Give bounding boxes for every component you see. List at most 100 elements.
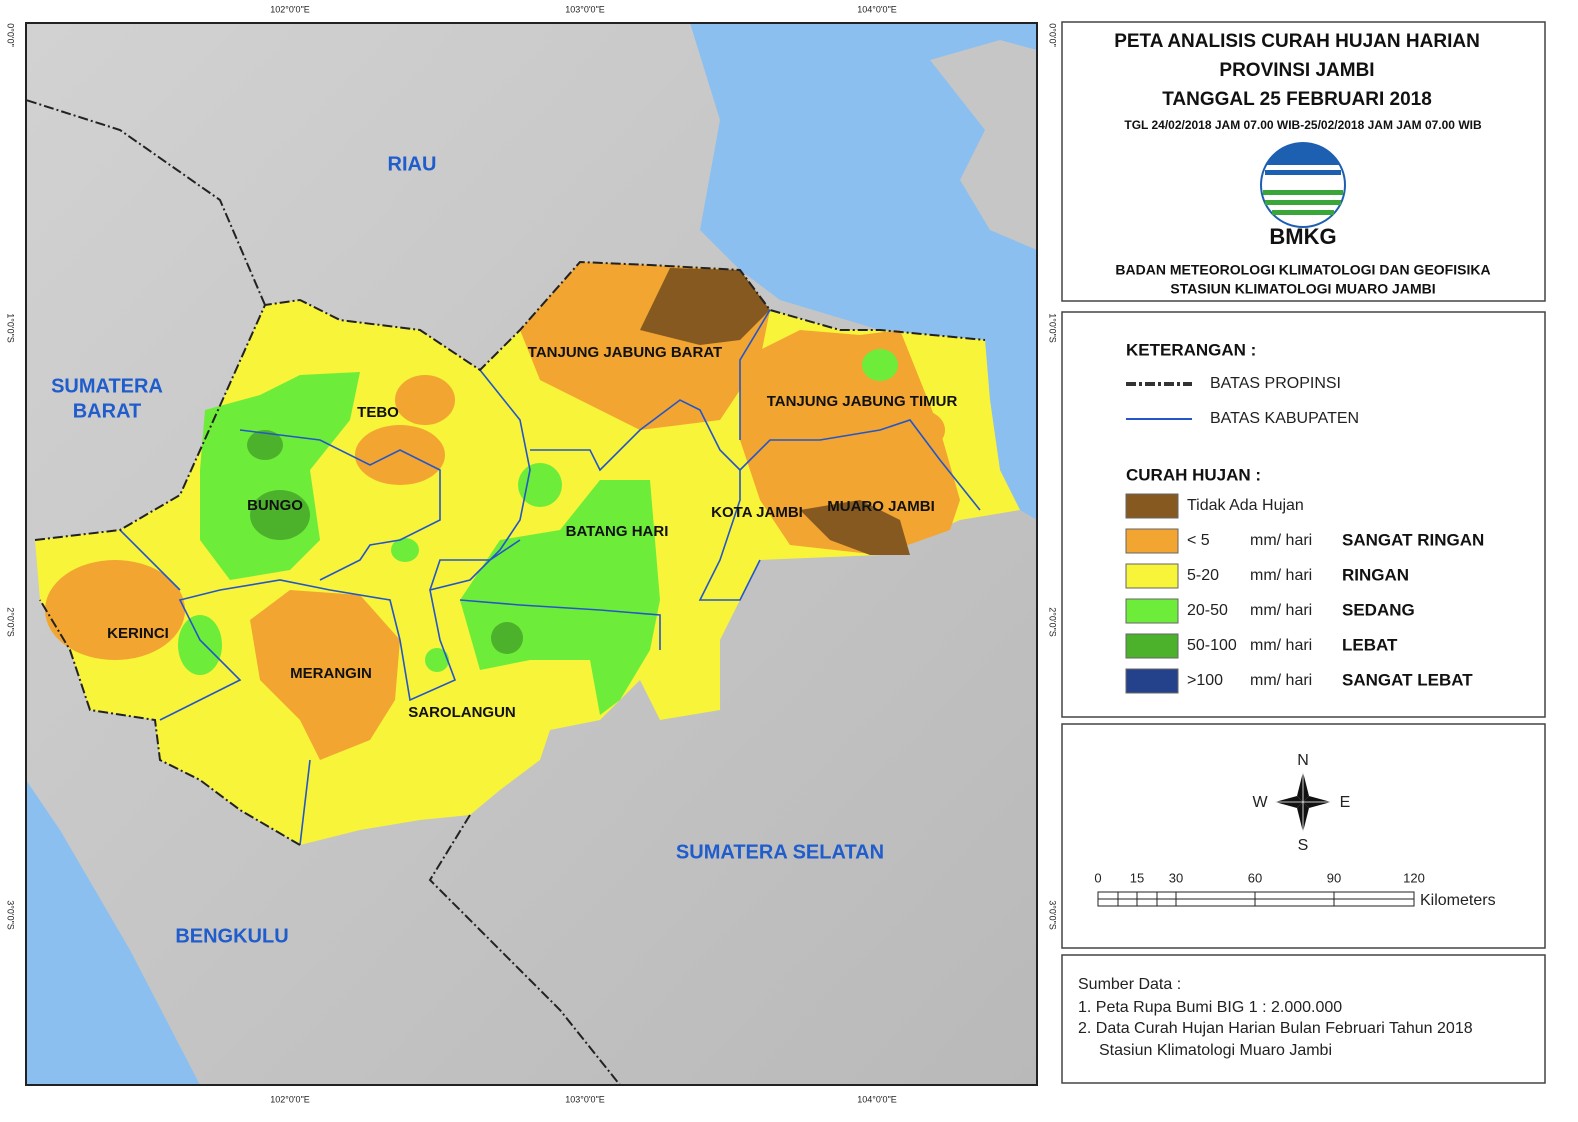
latitude-label: 0°0'0" (1048, 23, 1058, 47)
district-label: SAROLANGUN (408, 704, 516, 721)
compass-box (1061, 723, 1546, 949)
rain-area (178, 615, 222, 675)
kabupaten-boundary (530, 399, 761, 601)
neighbor-label: RIAU (388, 153, 437, 175)
source-line: 2. Data Curah Hujan Harian Bulan Februar… (1078, 1020, 1473, 1037)
latitude-label: 3°0'0"S (1048, 900, 1058, 930)
logo: BMKG (1260, 142, 1346, 249)
legend-category: RINGAN (1342, 565, 1409, 584)
district-label: KOTA JAMBI (711, 504, 803, 521)
rain-area (395, 375, 455, 425)
kabupaten-boundary (159, 369, 531, 721)
rain-area (862, 349, 898, 381)
scale-tick: 0 (1094, 870, 1101, 885)
agency-line: STASIUN KLIMATOLOGI MUARO JAMBI (1170, 281, 1435, 297)
sea (690, 23, 1037, 520)
longitude-label: 103°0'0"E (565, 1094, 605, 1104)
latitude-label: 2°0'0"S (6, 607, 16, 637)
legend-unit: mm/ hari (1250, 672, 1312, 689)
title-line: TANGGAL 25 FEBRUARI 2018 (1162, 89, 1432, 110)
latitude-label: 0°0'0" (6, 23, 16, 47)
rain-area (355, 425, 445, 485)
legend-category: SANGAT LEBAT (1342, 670, 1473, 689)
latitude-label: 1°0'0"S (6, 313, 16, 343)
neighbor-label: SUMATERA SELATAN (676, 841, 884, 863)
legend-range: < 5 (1187, 532, 1210, 549)
compass-label: S (1298, 837, 1309, 854)
legend-range: Tidak Ada Hujan (1187, 497, 1304, 514)
neighbor-label: SUMATERA (51, 375, 163, 397)
legend-swatch (1125, 528, 1179, 554)
rain-area (391, 538, 419, 562)
legend-label: BATAS KABUPATEN (1210, 410, 1359, 427)
kabupaten-boundary (739, 309, 981, 511)
legend-range: 20-50 (1187, 602, 1228, 619)
longitude-label: 102°0'0"E (270, 1094, 310, 1104)
compass: N E S W (1252, 752, 1350, 854)
longitude-label: 104°0'0"E (857, 1094, 897, 1104)
district-label: KERINCI (107, 625, 169, 642)
legend-swatch (1125, 668, 1179, 694)
district-label: TANJUNG JABUNG TIMUR (767, 393, 958, 410)
compass-label: N (1297, 752, 1309, 769)
legend-heading: CURAH HUJAN : (1126, 465, 1261, 484)
kabupaten-boundary (119, 429, 441, 591)
latitude-label: 1°0'0"S (1048, 313, 1058, 343)
rain-area (250, 590, 400, 760)
rain-area (45, 560, 185, 660)
rain-area (491, 622, 523, 654)
legend-range: >100 (1187, 672, 1223, 689)
title-line: PROVINSI JAMBI (1219, 60, 1374, 81)
neighbor-label: BENGKULU (175, 925, 288, 947)
district-label: BUNGO (247, 497, 303, 514)
legend-swatch (1125, 633, 1179, 659)
rain-area (250, 490, 310, 540)
district-label: MUARO JAMBI (827, 498, 935, 515)
district-label: MERANGIN (290, 665, 372, 682)
sea (26, 780, 200, 1085)
legend-unit: mm/ hari (1250, 567, 1312, 584)
rain-area (895, 410, 945, 450)
longitude-label: 104°0'0"E (857, 4, 897, 14)
scale-bar: 0 15 30 60 90 120 Kilometers (1094, 870, 1495, 909)
scale-tick: 30 (1169, 870, 1183, 885)
scale-tick: 60 (1248, 870, 1262, 885)
legend-category: SANGAT RINGAN (1342, 530, 1484, 549)
rain-area (800, 500, 910, 555)
compass-label: W (1252, 794, 1268, 811)
longitude-label: 102°0'0"E (270, 4, 310, 14)
scale-unit: Kilometers (1420, 892, 1496, 909)
neighbor-label: BARAT (73, 400, 142, 422)
district-label: TEBO (357, 404, 399, 421)
rain-area (425, 648, 449, 672)
map-frame (25, 22, 1038, 1086)
period: TGL 24/02/2018 JAM 07.00 WIB-25/02/2018 … (1124, 118, 1482, 132)
logo-text: BMKG (1269, 224, 1336, 249)
legend-heading: KETERANGAN : (1126, 340, 1256, 359)
source-line: Stasiun Klimatologi Muaro Jambi (1099, 1042, 1332, 1059)
legend-unit: mm/ hari (1250, 602, 1312, 619)
district-label: BATANG HARI (566, 523, 669, 540)
legend-label: BATAS PROPINSI (1210, 375, 1341, 392)
legend-swatch (1125, 493, 1179, 519)
graticule-labels: 102°0'0"E 103°0'0"E 104°0'0"E 102°0'0"E … (6, 4, 1058, 1104)
legend-swatch (1125, 598, 1179, 624)
rain-area (740, 330, 960, 555)
title-line: PETA ANALISIS CURAH HUJAN HARIAN (1114, 31, 1480, 52)
rain-classes: Tidak Ada Hujan < 5 mm/ hari SANGAT RINGAN 5… (1125, 493, 1484, 694)
legend-swatch (1125, 563, 1179, 589)
source-heading: Sumber Data : (1078, 976, 1181, 993)
legend-range: 50-100 (1187, 637, 1237, 654)
source-line: 1. Peta Rupa Bumi BIG 1 : 2.000.000 (1078, 999, 1342, 1016)
compass-label: E (1340, 794, 1351, 811)
latitude-label: 2°0'0"S (1048, 607, 1058, 637)
rain-area (247, 430, 283, 460)
rain-area (200, 372, 360, 580)
legend-category: SEDANG (1342, 600, 1415, 619)
province-boundary (26, 99, 986, 1085)
island (930, 40, 1037, 250)
scale-tick: 15 (1130, 870, 1144, 885)
legend-category: LEBAT (1342, 635, 1398, 654)
kabupaten-boundary (299, 539, 661, 846)
